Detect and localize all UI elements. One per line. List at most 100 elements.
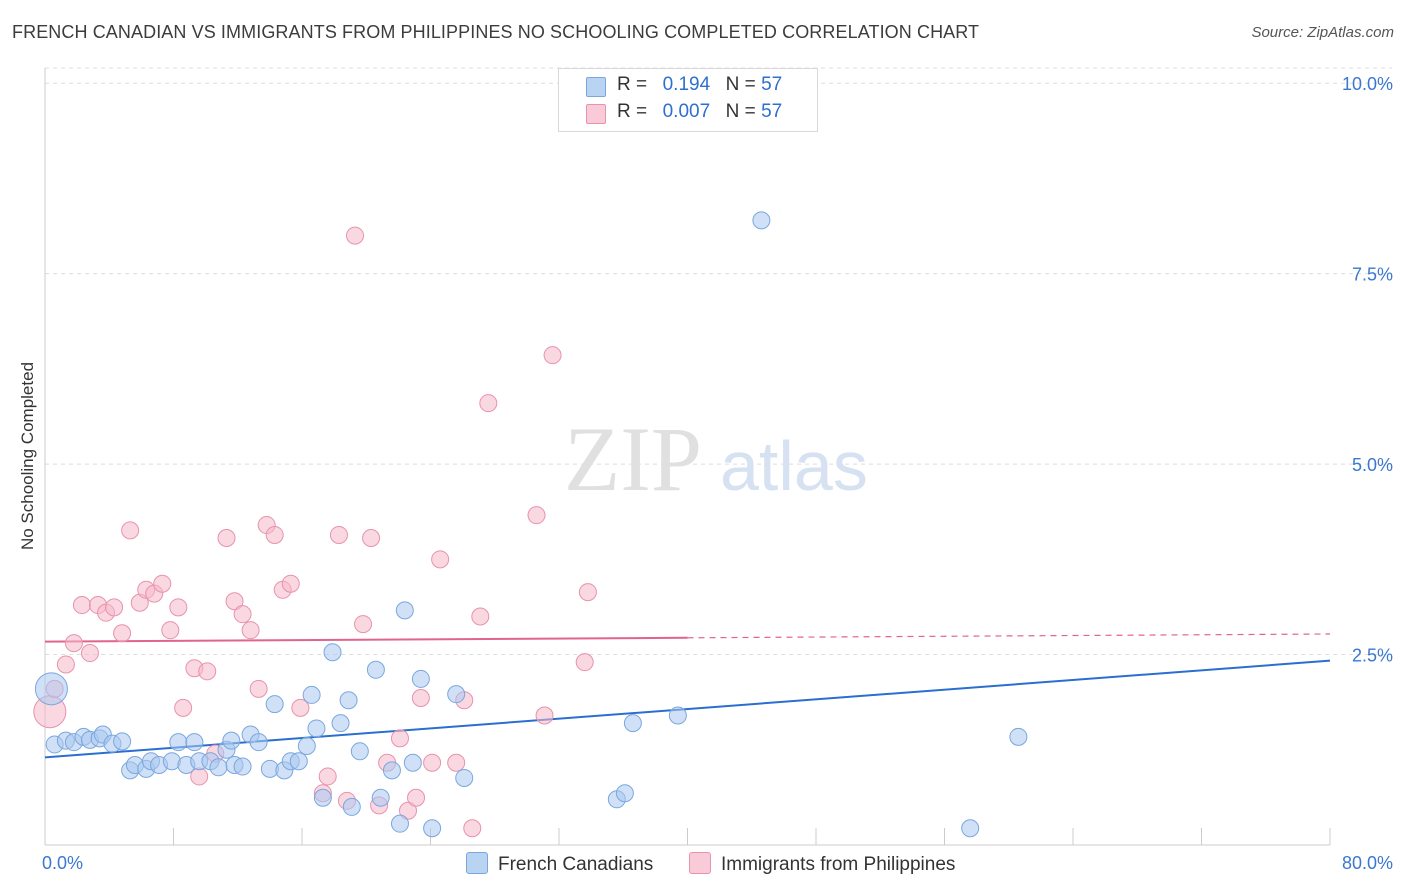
- point-french-canadians: [382, 761, 401, 780]
- point-philippines: [169, 598, 188, 617]
- tick-labels: 2.5% 5.0% 7.5% 10.0% 0.0% 80.0%: [42, 74, 1393, 873]
- point-philippines: [407, 788, 426, 807]
- point-philippines: [423, 753, 442, 772]
- point-french-canadians: [668, 706, 687, 725]
- legend-r-value: 0.194: [662, 74, 711, 95]
- correlation-legend: R = 0.194 N = 57 R = 0.007 N = 57: [558, 68, 818, 132]
- point-philippines: [265, 525, 284, 544]
- chart-title: FRENCH CANADIAN VS IMMIGRANTS FROM PHILI…: [12, 22, 980, 42]
- point-philippines: [249, 679, 268, 698]
- legend-swatch-pink: [586, 104, 606, 124]
- point-french-canadians: [403, 753, 422, 772]
- bottom-legend-french-canadians: French Canadians: [466, 852, 653, 876]
- point-philippines: [113, 624, 132, 643]
- point-french-canadians: [34, 672, 68, 706]
- point-philippines: [354, 615, 373, 634]
- point-french-canadians: [302, 685, 321, 704]
- point-philippines: [72, 596, 91, 615]
- point-french-canadians: [447, 685, 466, 704]
- point-french-canadians: [331, 714, 350, 733]
- x-tick-label: 0.0%: [42, 853, 83, 873]
- point-philippines: [291, 698, 310, 717]
- point-philippines: [399, 801, 418, 820]
- point-philippines: [198, 662, 217, 681]
- legend-n-value: 57: [761, 74, 783, 95]
- point-french-canadians: [615, 784, 634, 803]
- point-french-canadians: [395, 601, 414, 620]
- point-french-canadians: [411, 669, 430, 688]
- point-philippines: [174, 698, 193, 717]
- point-philippines: [153, 574, 172, 593]
- point-philippines: [329, 525, 348, 544]
- legend-swatch-blue: [586, 77, 606, 97]
- point-french-canadians: [1009, 727, 1028, 746]
- trend-line-philippines: [44, 636, 688, 643]
- point-french-canadians: [265, 695, 284, 714]
- y-tick-label: 5.0%: [1352, 455, 1393, 475]
- point-french-canadians: [752, 211, 771, 230]
- point-french-canadians: [249, 733, 268, 752]
- y-tick-label: 2.5%: [1352, 646, 1393, 666]
- y-tick-label: 7.5%: [1352, 265, 1393, 285]
- point-french-canadians: [623, 714, 642, 733]
- point-philippines: [225, 592, 244, 611]
- bottom-legend-philippines: Immigrants from Philippines: [689, 852, 955, 876]
- point-philippines: [390, 729, 409, 748]
- point-philippines: [80, 644, 99, 663]
- point-french-canadians: [350, 742, 369, 761]
- legend-n-label: N =: [725, 101, 756, 122]
- source-label: Source: ZipAtlas.com: [1251, 24, 1394, 41]
- point-french-canadians: [233, 757, 252, 776]
- point-philippines: [161, 621, 180, 640]
- point-philippines: [64, 634, 83, 653]
- point-french-canadians: [209, 758, 228, 777]
- bottom-legend-label: French Canadians: [498, 854, 654, 875]
- point-philippines: [281, 574, 300, 593]
- point-philippines: [105, 598, 124, 617]
- point-french-canadians: [339, 691, 358, 710]
- point-philippines: [346, 226, 365, 245]
- point-philippines: [411, 688, 430, 707]
- point-philippines: [447, 753, 466, 772]
- point-philippines: [121, 521, 140, 540]
- data-points: [33, 211, 1028, 838]
- point-french-canadians: [455, 768, 474, 787]
- point-french-canadians: [342, 797, 361, 816]
- legend-r-label: R =: [617, 74, 648, 95]
- point-philippines: [362, 529, 381, 548]
- point-philippines: [535, 706, 554, 725]
- point-french-canadians: [961, 819, 980, 838]
- point-french-canadians: [323, 643, 342, 662]
- legend-n-value: 57: [761, 101, 783, 122]
- bottom-legend-swatch-blue: [466, 852, 488, 874]
- point-philippines: [578, 583, 597, 602]
- point-french-canadians: [289, 752, 308, 771]
- point-french-canadians: [169, 733, 188, 752]
- y-tick-label: 10.0%: [1342, 74, 1393, 94]
- point-french-canadians: [185, 733, 204, 752]
- point-philippines: [431, 550, 450, 569]
- point-philippines: [543, 346, 562, 365]
- point-french-canadians: [371, 788, 390, 807]
- y-axis-title: No Schooling Completed: [18, 361, 37, 551]
- point-french-canadians: [313, 788, 332, 807]
- point-philippines: [241, 621, 260, 640]
- legend-n-label: N =: [725, 74, 756, 95]
- point-philippines: [479, 394, 498, 413]
- point-philippines: [233, 605, 252, 624]
- point-french-canadians: [113, 732, 132, 751]
- grid-lines: [45, 67, 1392, 656]
- point-philippines: [575, 653, 594, 672]
- point-philippines: [463, 819, 482, 838]
- point-philippines: [527, 506, 546, 525]
- point-french-canadians: [423, 819, 442, 838]
- watermark-atlas: atlas: [720, 427, 868, 505]
- point-french-canadians: [390, 814, 409, 833]
- point-french-canadians: [307, 719, 326, 738]
- point-french-canadians: [366, 660, 385, 679]
- point-french-canadians: [297, 736, 316, 755]
- bottom-legend-label: Immigrants from Philippines: [721, 854, 956, 875]
- point-philippines: [217, 529, 236, 548]
- point-philippines: [318, 767, 337, 786]
